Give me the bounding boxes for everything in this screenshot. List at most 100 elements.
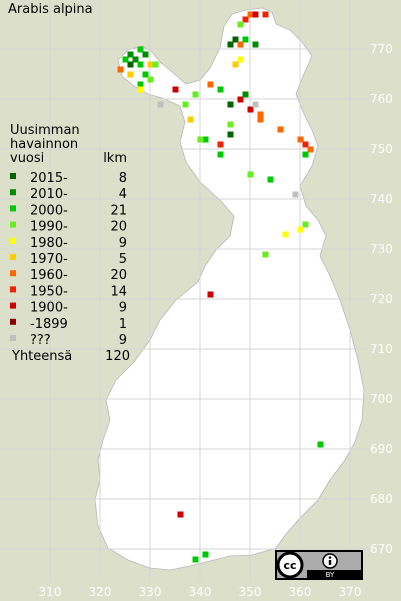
- legend-label: 1950-: [30, 284, 68, 299]
- observation-square: [127, 71, 134, 78]
- legend-label: 1990-: [30, 220, 68, 235]
- observation-square: [242, 16, 249, 23]
- observation-square: [217, 141, 224, 148]
- legend-count: 8: [119, 171, 127, 186]
- observation-square: [152, 61, 159, 68]
- legend-title: havainnon: [10, 137, 78, 152]
- y-tick-label: 730: [370, 242, 393, 256]
- observation-square: [247, 11, 254, 18]
- observation-square: [142, 71, 149, 78]
- legend-label: 1980-: [30, 236, 68, 251]
- legend-count: 4: [119, 187, 127, 202]
- x-tick-label: 350: [239, 585, 262, 599]
- observation-square: [277, 126, 284, 133]
- y-tick-label: 770: [370, 42, 393, 56]
- y-tick-label: 690: [370, 442, 393, 456]
- observation-square: [147, 76, 154, 83]
- legend-swatch: [10, 270, 16, 277]
- legend-count: 21: [110, 203, 127, 218]
- legend-count: 9: [119, 301, 127, 316]
- observation-square: [237, 56, 244, 63]
- observation-square: [127, 61, 134, 68]
- observation-square: [262, 11, 269, 18]
- observation-square: [122, 56, 129, 63]
- observation-square: [197, 136, 204, 143]
- observation-square: [292, 191, 299, 198]
- legend-swatch: [10, 318, 16, 325]
- observation-square: [117, 66, 124, 73]
- observation-square: [227, 101, 234, 108]
- observation-square: [157, 101, 164, 108]
- y-tick-label: 710: [370, 342, 393, 356]
- observation-square: [237, 96, 244, 103]
- observation-square: [237, 41, 244, 48]
- observation-square: [247, 171, 254, 178]
- x-tick-label: 370: [339, 585, 362, 599]
- by-head: [328, 556, 332, 559]
- observation-square: [202, 136, 209, 143]
- by-body: [328, 560, 332, 565]
- legend-swatch: [10, 302, 16, 309]
- observation-square: [232, 61, 239, 68]
- legend-label: 2000-: [30, 203, 68, 218]
- y-tick-label: 760: [370, 92, 393, 106]
- legend-count: 9: [119, 333, 127, 348]
- grid: [0, 0, 368, 582]
- legend-total-label: Yhteensä: [11, 349, 72, 364]
- observation-square: [242, 91, 249, 98]
- legend-label: -1899: [30, 317, 68, 332]
- observation-square: [262, 251, 269, 258]
- observation-square: [247, 106, 254, 113]
- observation-square: [267, 176, 274, 183]
- y-tick-label: 680: [370, 492, 393, 506]
- observation-square: [237, 21, 244, 28]
- observation-square: [132, 56, 139, 63]
- x-tick-label: 310: [39, 585, 62, 599]
- observation-square: [192, 556, 199, 563]
- cc-icon: [276, 551, 304, 579]
- by-band: [307, 570, 361, 578]
- legend-count: 20: [110, 220, 127, 235]
- observation-square: [187, 116, 194, 123]
- x-tick-label: 360: [289, 585, 312, 599]
- observation-square: [192, 91, 199, 98]
- by-text: BY: [326, 571, 335, 579]
- observation-square: [137, 46, 144, 53]
- observation-square: [302, 151, 309, 158]
- legend-label: 1960-: [30, 268, 68, 283]
- observation-square: [282, 231, 289, 238]
- legend-swatch: [10, 254, 16, 260]
- y-tick-label: 750: [370, 142, 393, 156]
- observation-square: [147, 61, 154, 68]
- observation-square: [227, 121, 234, 128]
- legend-swatch: [10, 189, 16, 196]
- y-tick-label: 720: [370, 292, 393, 306]
- x-tick-label: 320: [89, 585, 112, 599]
- observation-square: [217, 86, 224, 93]
- cc-text: cc: [283, 559, 296, 572]
- observation-square: [142, 51, 149, 58]
- observation-square: [252, 101, 259, 108]
- observation-square: [317, 441, 324, 448]
- x-tick-label: 330: [139, 585, 162, 599]
- observation-square: [297, 226, 304, 233]
- legend-label: ???: [30, 333, 51, 348]
- legend-title: vuosi: [10, 151, 44, 166]
- observation-square: [217, 151, 224, 158]
- legend-count: 9: [119, 236, 127, 251]
- observation-square: [257, 116, 264, 123]
- observation-square: [257, 111, 264, 118]
- observations: [117, 11, 324, 563]
- observation-square: [202, 551, 209, 558]
- observation-square: [207, 291, 214, 298]
- legend-label: 1970-: [30, 252, 68, 267]
- observation-square: [177, 511, 184, 518]
- x-tick-label: 340: [189, 585, 212, 599]
- observation-square: [297, 136, 304, 143]
- observation-square: [127, 51, 134, 58]
- legend-total: 120: [105, 349, 130, 364]
- observation-square: [227, 41, 234, 48]
- observation-square: [137, 86, 144, 93]
